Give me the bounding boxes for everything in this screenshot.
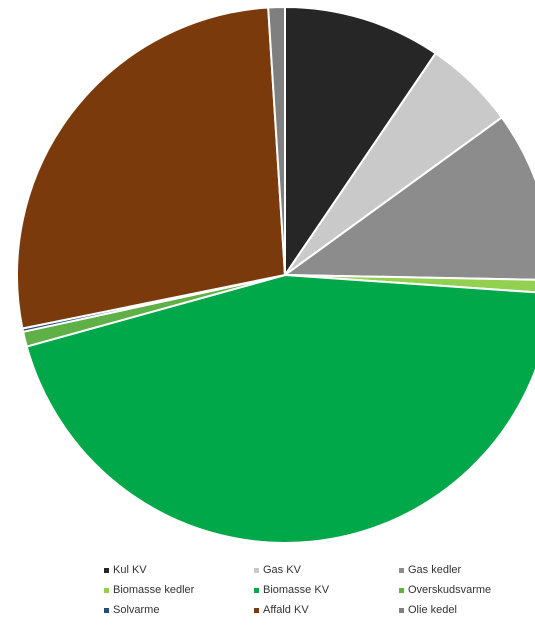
legend-label: Biomasse kedler <box>113 584 195 596</box>
legend-item: Biomasse KV <box>254 583 399 597</box>
legend-item: Biomasse kedler <box>104 583 254 597</box>
legend-item: Solvarme <box>104 603 254 617</box>
legend-label: Kul KV <box>113 564 147 576</box>
legend-item: Gas kedler <box>399 563 534 577</box>
legend-item: Gas KV <box>254 563 399 577</box>
legend: Kul KV Gas KV Gas kedler Biomasse kedler Bio… <box>104 563 534 617</box>
legend-swatch <box>254 567 259 573</box>
legend-label: Gas KV <box>263 564 301 576</box>
legend-label: Overskudsvarme <box>408 584 492 596</box>
pie-slice-affald-kv <box>16 6 286 330</box>
legend-item: Affald KV <box>254 603 399 617</box>
legend-item: Olie kedel <box>399 603 534 617</box>
legend-label: Olie kedel <box>408 604 457 616</box>
legend-swatch <box>399 607 404 613</box>
legend-label: Biomasse KV <box>263 584 330 596</box>
legend-swatch <box>254 587 259 593</box>
legend-swatch <box>399 587 404 593</box>
legend-swatch <box>399 567 404 573</box>
legend-swatch <box>104 587 109 593</box>
pie-slice-olie-kedel <box>267 6 286 276</box>
legend-swatch <box>104 607 109 613</box>
legend-swatch <box>254 607 259 613</box>
pie-slice-gas-kedler <box>284 116 535 281</box>
legend-swatch <box>104 567 109 573</box>
pie-slice-kul-kv <box>284 6 437 276</box>
legend-item: Overskudsvarme <box>399 583 534 597</box>
legend-label: Solvarme <box>113 604 160 616</box>
legend-label: Gas kedler <box>408 564 462 576</box>
pie-slice-biomasse-kv <box>25 274 535 544</box>
legend-label: Affald KV <box>263 604 309 616</box>
legend-item: Kul KV <box>104 563 254 577</box>
